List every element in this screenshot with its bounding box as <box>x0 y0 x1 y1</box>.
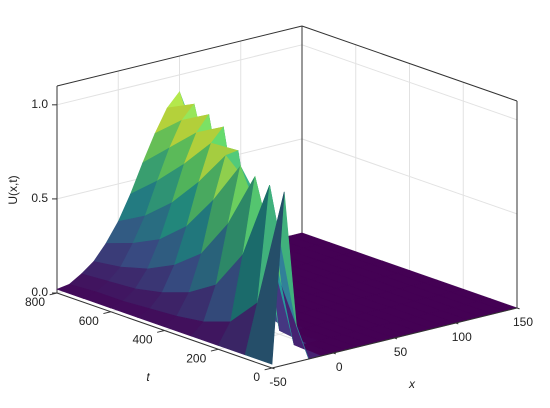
x-tick <box>394 337 398 340</box>
box-edge <box>301 25 518 102</box>
x-axis-label: x <box>408 377 416 391</box>
z-tick-label: 0.5 <box>31 191 48 205</box>
x-tick <box>455 322 459 325</box>
wall-grid-line <box>301 138 518 215</box>
wall-grid-line <box>301 44 518 121</box>
z-tick-label: 0.0 <box>31 285 48 299</box>
x-tick <box>333 352 336 355</box>
wall-grid-line <box>56 44 303 106</box>
x-tick-label: 50 <box>394 345 408 359</box>
x-tick-label: 150 <box>513 315 533 329</box>
t-tick-label: 0 <box>253 370 260 384</box>
t-tick <box>103 311 111 315</box>
t-tick <box>157 330 165 333</box>
box-edge <box>56 25 303 87</box>
x-tick-label: 100 <box>452 330 472 344</box>
t-tick-label: 200 <box>186 351 206 365</box>
t-axis-label: t <box>146 370 150 384</box>
t-tick-label: 400 <box>132 333 152 347</box>
z-axis-label: U(x,t) <box>6 175 20 204</box>
t-tick-label: 600 <box>79 314 99 328</box>
x-tick <box>516 307 520 310</box>
z-tick-label: 1.0 <box>31 97 48 111</box>
t-tick <box>210 348 219 352</box>
t-tick <box>264 367 273 371</box>
x-tick-label: 0 <box>336 360 343 374</box>
x-tick-label: -50 <box>269 375 287 389</box>
t-tick-label: 800 <box>25 295 45 309</box>
x-tick <box>271 367 275 370</box>
surface-patch <box>244 191 285 365</box>
